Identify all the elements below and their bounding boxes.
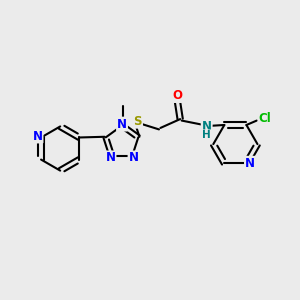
- Text: N: N: [106, 152, 116, 164]
- Text: N: N: [202, 120, 212, 133]
- Text: S: S: [134, 115, 142, 128]
- Text: O: O: [172, 89, 182, 102]
- Text: H: H: [202, 130, 211, 140]
- Text: N: N: [245, 157, 255, 170]
- Text: Cl: Cl: [259, 112, 272, 125]
- Text: N: N: [117, 118, 127, 130]
- Text: N: N: [32, 130, 43, 142]
- Text: N: N: [128, 152, 139, 164]
